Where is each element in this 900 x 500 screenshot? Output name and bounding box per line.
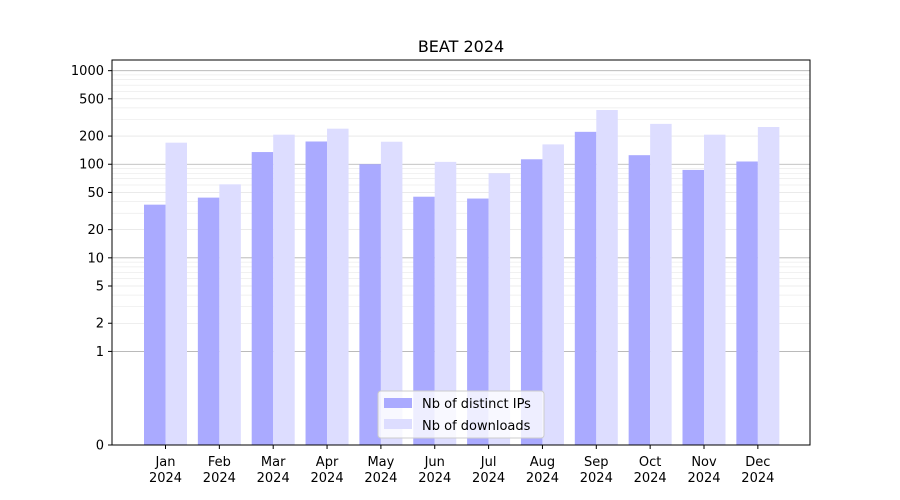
x-tick-label: Mar [261,455,286,470]
x-tick-label: 2024 [311,471,344,486]
x-tick-label: 2024 [257,471,290,486]
x-tick-label: Dec [745,455,770,470]
y-tick-label: 20 [87,223,104,238]
bar-downloads [327,128,349,445]
bar-distinct-ips [574,131,597,445]
bars-layer [144,109,780,446]
bar-downloads [219,184,241,445]
bar-distinct-ips [413,196,435,445]
legend-label-downloads: Nb of downloads [422,419,531,434]
x-tick-label: Jul [480,455,497,470]
bar-downloads [380,141,403,445]
bar-distinct-ips [251,152,274,445]
x-tick-label: 2024 [580,471,613,486]
bar-downloads [273,134,295,445]
bar-distinct-ips [682,169,704,445]
y-axis: 0 1 2 5 10 20 50 100 200 500 1000 [71,64,112,454]
legend: Nb of distinct IPs Nb of downloads [377,390,545,439]
x-tick-label: May [367,455,394,470]
bar-downloads [757,127,780,445]
x-tick-label: 2024 [526,471,559,486]
chart-title: BEAT 2024 [418,37,504,56]
x-tick-label: 2024 [472,471,505,486]
bar-distinct-ips [520,159,543,446]
x-tick-label: 2024 [418,471,451,486]
bar-downloads [165,142,187,445]
x-tick-label: Feb [208,455,231,470]
x-tick-label: Jun [424,455,445,470]
y-tick-label: 0 [96,439,104,454]
y-tick-label: 50 [87,186,104,201]
x-tick-label: 2024 [364,471,397,486]
y-tick-label: 200 [79,130,104,145]
legend-swatch-downloads [384,419,412,429]
x-tick-label: 2024 [149,471,182,486]
bar-downloads [434,161,457,445]
plot-frame [111,59,811,446]
x-axis: Jan2024Feb2024Mar2024Apr2024May2024Jun20… [149,445,774,486]
y-tick-label: 100 [79,158,104,173]
x-tick-label: Jan [154,455,175,470]
y-tick-label: 5 [96,280,104,295]
bar-distinct-ips [359,164,381,445]
x-tick-label: Oct [639,455,661,470]
x-tick-label: Sep [584,455,609,470]
x-tick-label: 2024 [741,471,774,486]
bar-distinct-ips [305,141,328,445]
y-tick-label: 1000 [71,64,104,79]
legend-swatch-distinct-ips [384,398,412,408]
bar-distinct-ips [467,198,489,445]
y-tick-label: 2 [96,317,104,332]
legend-label-distinct-ips: Nb of distinct IPs [422,397,531,412]
bar-distinct-ips [197,197,220,445]
x-tick-label: Aug [530,455,555,470]
x-tick-label: 2024 [687,471,720,486]
legend-box [377,390,545,439]
bar-downloads [650,123,672,445]
y-tick-label: 500 [79,92,104,107]
x-tick-label: 2024 [203,471,236,486]
bar-distinct-ips [628,155,651,445]
bar-downloads [596,109,618,446]
x-tick-label: 2024 [634,471,667,486]
bar-distinct-ips [736,161,758,445]
x-tick-label: Apr [316,455,339,470]
y-tick-label: 1 [96,345,104,360]
bar-distinct-ips [144,204,166,445]
bar-downloads [542,144,564,445]
bar-downloads [704,134,726,445]
y-tick-label: 10 [87,251,104,266]
x-tick-label: Nov [691,455,717,470]
bar-downloads [488,173,511,445]
